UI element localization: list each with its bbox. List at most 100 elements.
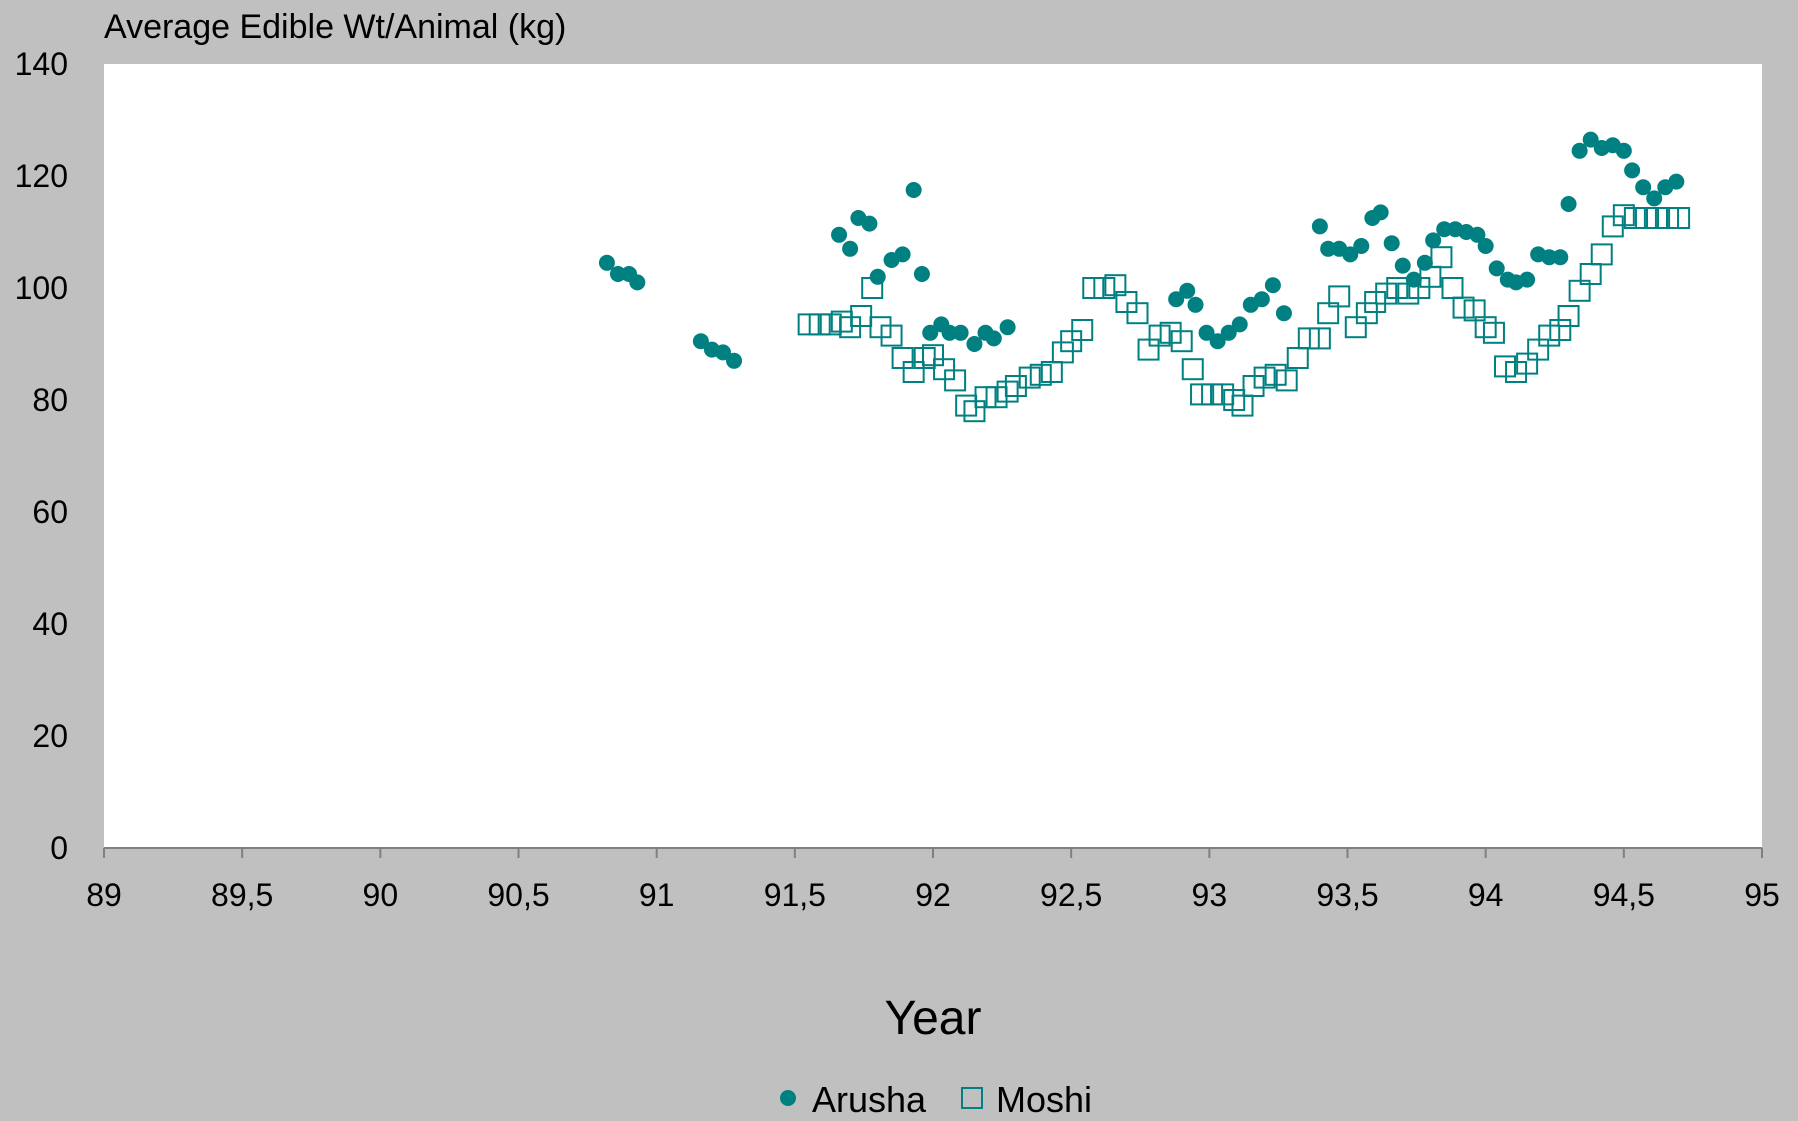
x-tick-label: 93,5 <box>1316 877 1378 913</box>
arusha-point <box>1488 260 1505 277</box>
moshi-point <box>963 400 986 423</box>
arusha-point <box>1168 291 1185 308</box>
moshi-point <box>1408 277 1431 299</box>
arusha-point <box>1320 240 1337 257</box>
moshi-point <box>1297 327 1320 350</box>
arusha-point <box>1635 179 1652 196</box>
legend: Arusha Moshi <box>780 1079 1092 1120</box>
arusha-point <box>1469 226 1486 243</box>
moshi-point <box>1557 305 1580 327</box>
moshi-point <box>1040 361 1063 383</box>
arusha-point <box>1209 333 1226 350</box>
y-tick-label: 120 <box>15 158 68 194</box>
moshi-point <box>1375 282 1398 305</box>
moshi-point <box>1623 207 1646 229</box>
arusha-point <box>1571 142 1588 159</box>
arusha-point <box>1477 238 1494 254</box>
moshi-point <box>996 380 1019 403</box>
moshi-point <box>850 305 873 327</box>
data-marks <box>598 131 1691 423</box>
arusha-point <box>1425 232 1442 249</box>
moshi-point <box>797 313 820 336</box>
arusha-point <box>861 215 878 232</box>
moshi-point <box>1286 347 1309 369</box>
series-arusha <box>598 131 1685 369</box>
moshi-point <box>1355 302 1378 325</box>
arusha-point <box>985 330 1002 347</box>
moshi-point <box>1668 207 1691 229</box>
arusha-point <box>952 324 969 341</box>
moshi-point <box>808 313 831 336</box>
y-axis-title: Average Edible Wt/Animal (kg) <box>104 8 566 46</box>
arusha-point <box>1198 324 1215 341</box>
moshi-point <box>1538 324 1561 347</box>
moshi-point <box>1657 207 1680 229</box>
x-tick-label: 90,5 <box>487 877 549 913</box>
moshi-point <box>1364 291 1387 313</box>
moshi-point <box>933 358 956 381</box>
arusha-point <box>1646 190 1663 207</box>
arusha-point <box>941 324 958 341</box>
arusha-point <box>629 274 646 291</box>
moshi-point <box>861 277 884 299</box>
moshi-point <box>880 324 903 347</box>
moshi-point <box>1634 207 1657 229</box>
arusha-point <box>1560 196 1577 212</box>
y-tick-label: 60 <box>32 494 68 530</box>
arusha-point <box>726 352 743 369</box>
moshi-point <box>1148 324 1171 347</box>
moshi-point <box>1441 277 1464 299</box>
plot-area <box>104 64 1762 848</box>
moshi-point <box>1264 363 1287 386</box>
legend-label-moshi: Moshi <box>996 1079 1092 1120</box>
moshi-point <box>1181 358 1204 381</box>
moshi-point <box>1397 282 1420 305</box>
arusha-point <box>714 344 731 361</box>
moshi-point <box>1060 330 1083 353</box>
arusha-point <box>1624 162 1641 179</box>
moshi-point <box>985 386 1008 409</box>
moshi-point <box>1029 363 1052 386</box>
moshi-point <box>1328 285 1351 308</box>
arusha-point <box>999 319 1016 336</box>
arusha-point <box>1353 238 1370 254</box>
x-tick-label: 94 <box>1468 877 1504 913</box>
legend-label-arusha: Arusha <box>812 1079 927 1120</box>
arusha-point <box>1220 324 1237 341</box>
moshi-point <box>1645 207 1668 229</box>
moshi-point <box>1137 338 1160 361</box>
arusha-point <box>966 336 983 352</box>
moshi-point <box>1549 319 1572 341</box>
moshi-point <box>1115 291 1138 313</box>
moshi-point <box>1527 338 1550 361</box>
moshi-point <box>1601 215 1624 238</box>
moshi-point <box>1242 375 1265 397</box>
arusha-point <box>1275 305 1292 322</box>
arusha-point <box>1264 277 1281 294</box>
arusha-point <box>1668 173 1685 190</box>
moshi-point <box>1386 277 1409 299</box>
moshi-point <box>1082 277 1105 299</box>
series-moshi <box>797 204 1691 423</box>
arusha-point <box>1541 249 1558 266</box>
y-tick-label: 80 <box>32 382 68 418</box>
arusha-point <box>869 268 886 285</box>
moshi-point <box>1317 302 1340 325</box>
moshi-point <box>1170 330 1193 353</box>
moshi-point <box>1579 263 1602 285</box>
x-tick-label: 89 <box>86 877 122 913</box>
y-tick-label: 0 <box>50 830 68 866</box>
axes: 89 89,5 90 90,5 91 91,5 92 92,5 93 93,5 94 94,5 95 0 2… <box>15 46 1780 913</box>
moshi-point <box>1590 243 1613 266</box>
x-tick-label: 95 <box>1744 877 1780 913</box>
x-tick-label: 89,5 <box>211 877 273 913</box>
arusha-point <box>1394 257 1411 274</box>
arusha-point <box>831 226 848 243</box>
arusha-point <box>905 182 922 198</box>
y-tick-label: 20 <box>32 718 68 754</box>
arusha-point <box>692 333 709 350</box>
moshi-point <box>922 344 944 367</box>
arusha-point <box>1342 246 1359 263</box>
moshi-point <box>1212 383 1235 406</box>
moshi-point <box>1344 316 1367 339</box>
